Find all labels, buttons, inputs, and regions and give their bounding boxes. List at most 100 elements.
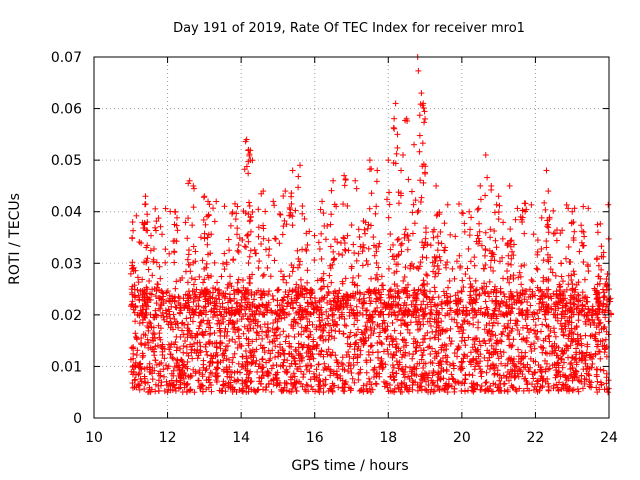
data-point xyxy=(417,177,424,184)
data-point xyxy=(394,144,401,151)
data-point xyxy=(571,228,578,235)
data-point xyxy=(174,214,181,221)
data-point xyxy=(481,354,488,361)
data-point xyxy=(297,276,304,283)
data-point xyxy=(274,325,281,332)
data-point xyxy=(484,174,491,181)
data-point xyxy=(538,214,545,221)
data-point xyxy=(482,229,489,236)
data-point xyxy=(290,370,297,377)
data-point xyxy=(328,327,335,334)
data-point xyxy=(356,369,363,376)
data-point xyxy=(206,201,213,208)
data-point xyxy=(481,252,488,259)
data-point xyxy=(495,216,502,223)
data-point xyxy=(283,303,290,310)
data-point xyxy=(466,275,473,282)
y-tick-label: 0.01 xyxy=(51,359,82,375)
data-point xyxy=(330,256,337,263)
data-point xyxy=(232,216,239,223)
data-point xyxy=(180,349,187,356)
data-point xyxy=(558,260,565,267)
data-point xyxy=(259,345,266,352)
data-point xyxy=(531,340,538,347)
data-point xyxy=(395,200,402,207)
grid xyxy=(94,57,609,418)
data-point xyxy=(278,268,285,275)
data-point xyxy=(255,264,262,271)
data-point xyxy=(545,188,552,195)
data-point xyxy=(423,378,430,385)
data-point xyxy=(167,315,174,322)
data-point xyxy=(435,266,442,273)
data-point xyxy=(368,165,375,172)
data-point xyxy=(496,202,503,209)
data-point xyxy=(255,233,262,240)
data-point xyxy=(350,241,357,248)
data-point xyxy=(342,275,349,282)
data-point xyxy=(389,369,396,376)
data-point xyxy=(245,238,252,245)
data-point xyxy=(259,272,266,279)
data-point xyxy=(385,214,392,221)
data-point xyxy=(542,206,549,213)
data-point xyxy=(286,273,293,280)
data-point xyxy=(152,224,159,231)
data-point xyxy=(424,272,431,279)
data-point xyxy=(182,268,189,275)
data-point xyxy=(604,271,611,278)
data-point xyxy=(505,252,512,259)
data-point xyxy=(303,247,310,254)
data-point xyxy=(247,217,254,224)
data-point xyxy=(569,377,576,384)
data-point xyxy=(550,230,557,237)
data-point xyxy=(444,259,451,266)
data-point xyxy=(374,354,381,361)
data-point xyxy=(162,246,169,253)
data-point xyxy=(218,273,225,280)
data-point xyxy=(435,239,442,246)
data-point xyxy=(432,288,439,295)
data-point xyxy=(203,260,210,267)
x-tick-label: 24 xyxy=(600,430,618,446)
data-point xyxy=(398,248,405,255)
chart-title: Day 191 of 2019, Rate Of TEC Index for r… xyxy=(173,21,525,36)
data-point xyxy=(144,379,151,386)
data-point xyxy=(500,275,507,282)
data-point xyxy=(597,220,604,227)
data-point xyxy=(372,210,379,217)
data-point xyxy=(211,259,218,266)
data-point xyxy=(500,349,507,356)
data-point xyxy=(433,182,440,189)
data-point xyxy=(130,227,137,234)
data-point xyxy=(341,322,348,329)
data-point xyxy=(421,169,428,176)
data-point xyxy=(157,382,164,389)
data-point xyxy=(594,221,601,228)
data-point xyxy=(152,205,159,212)
data-point xyxy=(522,375,529,382)
data-point xyxy=(495,208,502,215)
data-point xyxy=(389,354,396,361)
data-point xyxy=(472,277,479,284)
data-point xyxy=(409,230,416,237)
data-point xyxy=(153,300,160,307)
data-point xyxy=(280,328,287,335)
data-point xyxy=(164,365,171,372)
data-point xyxy=(486,349,493,356)
data-point xyxy=(373,178,380,185)
data-point xyxy=(514,205,521,212)
data-point xyxy=(508,261,515,268)
data-point xyxy=(152,227,159,234)
data-point xyxy=(134,286,141,293)
data-point xyxy=(202,367,209,374)
data-point xyxy=(469,372,476,379)
data-point xyxy=(337,239,344,246)
data-point xyxy=(308,362,315,369)
data-point xyxy=(387,231,394,238)
data-point xyxy=(341,246,348,253)
data-point xyxy=(341,235,348,242)
data-point xyxy=(286,212,293,219)
data-point xyxy=(355,272,362,279)
data-point xyxy=(593,256,600,263)
